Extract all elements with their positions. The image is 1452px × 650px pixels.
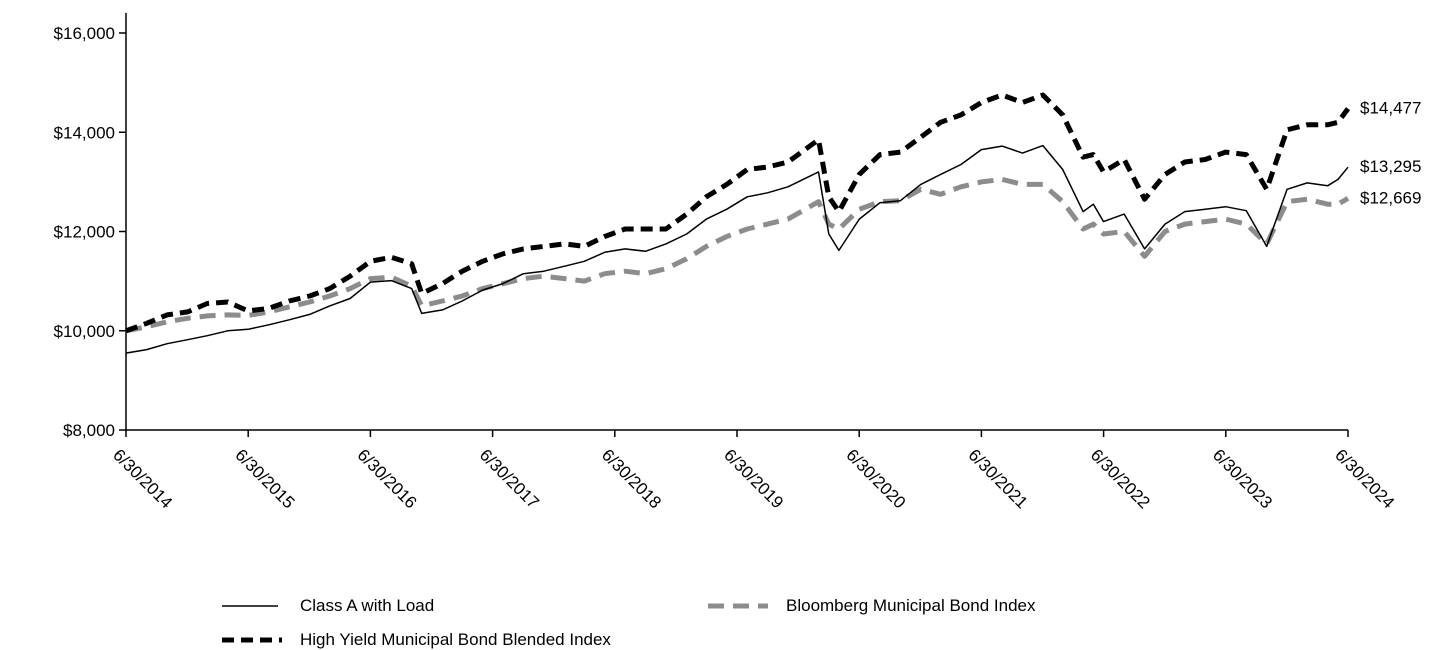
y-axis: $8,000 $10,000 $12,000 $14,000 $16,000 [54,13,127,440]
x-tick-label: 6/30/2015 [231,445,298,512]
x-tick-label: 6/30/2018 [598,445,665,512]
y-tick-label: $14,000 [54,123,115,142]
end-labels: $13,295 $12,669 $14,477 [1360,99,1421,208]
y-tick-label: $16,000 [54,24,115,43]
x-tick-label: 6/30/2017 [476,445,543,512]
x-tick-label: 6/30/2019 [720,445,787,512]
x-tick-label: 6/30/2014 [109,445,176,512]
x-tick-label: 6/30/2022 [1087,445,1154,512]
x-tick-label: 6/30/2023 [1209,445,1276,512]
end-value-label: $13,295 [1360,157,1421,176]
x-axis: 6/30/2014 6/30/2015 6/30/2016 6/30/2017 6/30… [109,429,1398,512]
y-tick-label: $8,000 [63,421,115,440]
x-tick-label: 6/30/2016 [354,445,421,512]
x-tick-label: 6/30/2020 [842,445,909,512]
x-tick-label: 6/30/2021 [965,445,1032,512]
x-tick-label: 6/30/2024 [1331,445,1398,512]
y-tick-label: $12,000 [54,223,115,242]
end-value-label: $14,477 [1360,99,1421,118]
series-line-bloomberg-municipal-bond-index [125,176,1350,334]
series-line-class-a-with-load [125,144,1349,354]
y-tick-label: $10,000 [54,322,115,341]
end-value-label: $12,669 [1360,188,1421,207]
series-layer [125,92,1351,354]
series-line-high-yield-municipal-bond-blended-index [125,92,1351,334]
